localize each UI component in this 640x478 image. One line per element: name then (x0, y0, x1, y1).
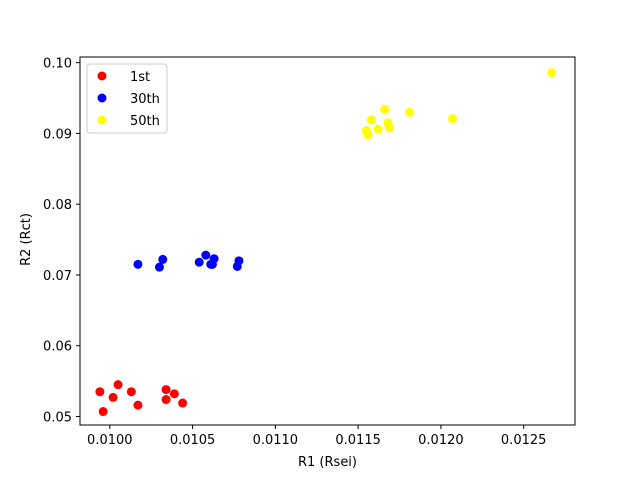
y-tick-label: 0.06 (43, 340, 72, 355)
legend-label-1st: 1st (130, 70, 150, 85)
y-tick-label: 0.09 (43, 127, 72, 142)
legend-marker-50th (97, 115, 107, 125)
x-tick-label: 0.0115 (335, 433, 381, 448)
x-tick-label: 0.0120 (418, 433, 464, 448)
y-tick-label: 0.08 (43, 198, 72, 213)
scatter-point-30th (209, 254, 219, 264)
scatter-point-30th (133, 259, 143, 269)
legend-label-30th: 30th (130, 92, 160, 107)
legend-label-50th: 50th (130, 114, 160, 129)
scatter-point-50th (385, 123, 395, 133)
scatter-point-1st (161, 395, 171, 405)
scatter-point-1st (161, 385, 171, 395)
x-axis-label: R1 (Rsei) (298, 455, 357, 470)
scatter-point-50th (366, 115, 376, 125)
y-tick-label: 0.10 (43, 57, 72, 72)
scatter-point-30th (154, 262, 164, 272)
y-tick-label: 0.07 (43, 269, 72, 284)
scatter-point-1st (113, 380, 123, 390)
legend-marker-1st (97, 71, 107, 81)
scatter-point-1st (178, 398, 188, 408)
scatter-point-1st (108, 392, 118, 402)
scatter-point-50th (373, 124, 383, 134)
scatter-point-30th (194, 257, 204, 267)
legend-marker-30th (97, 93, 107, 103)
scatter-point-50th (380, 104, 390, 114)
scatter-point-30th (234, 256, 244, 266)
scatter-point-1st (95, 387, 105, 397)
y-tick-label: 0.05 (43, 411, 72, 426)
scatter-point-50th (363, 130, 373, 140)
scatter-point-1st (98, 407, 108, 417)
scatter-point-50th (447, 114, 457, 124)
legend-box (86, 63, 168, 134)
scatter-point-30th (201, 250, 211, 260)
scatter-point-1st (169, 389, 179, 399)
scatter-point-50th (547, 68, 557, 78)
x-tick-label: 0.0110 (253, 433, 299, 448)
x-tick-label: 0.0125 (501, 433, 547, 448)
scatter-point-50th (404, 107, 414, 117)
axes-frame (79, 56, 576, 426)
x-tick-label: 0.0105 (170, 433, 216, 448)
scatter-point-1st (133, 400, 143, 410)
scatter-point-1st (126, 387, 136, 397)
x-tick-label: 0.0100 (87, 433, 133, 448)
y-axis-label: R2 (Rct) (19, 213, 34, 266)
plot-area: 0.0100 0.0105 0.0110 0.0115 0.0120 0.0125 0.05… (43, 56, 576, 448)
scatter-point-30th (158, 254, 168, 264)
